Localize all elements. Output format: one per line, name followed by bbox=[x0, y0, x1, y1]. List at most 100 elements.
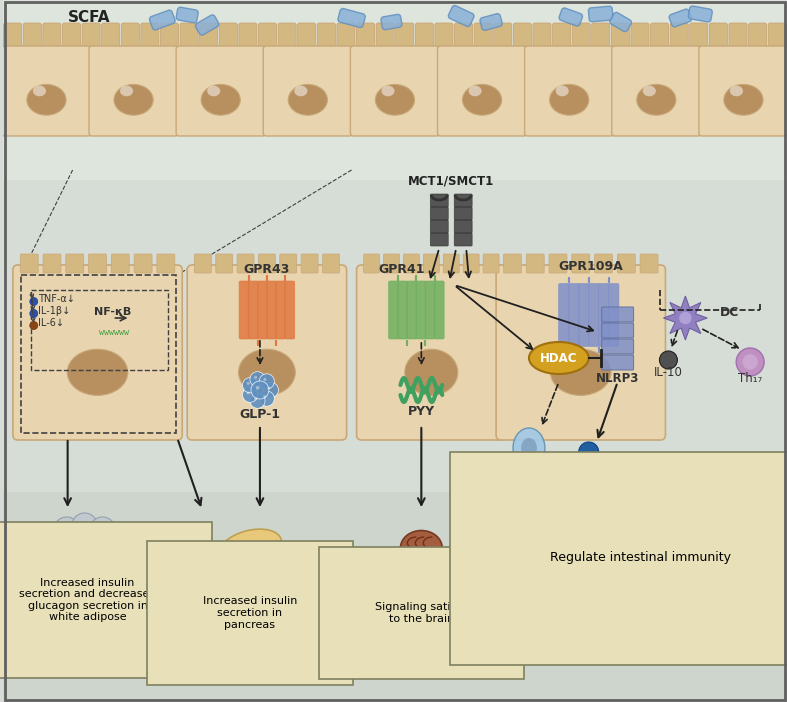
Ellipse shape bbox=[420, 563, 432, 573]
Ellipse shape bbox=[550, 349, 611, 395]
FancyBboxPatch shape bbox=[549, 254, 567, 273]
Text: Increased insulin
secretion and decreased
glucagon secretion in
white adipose: Increased insulin secretion and decrease… bbox=[19, 578, 157, 623]
FancyBboxPatch shape bbox=[611, 46, 701, 136]
FancyBboxPatch shape bbox=[454, 220, 472, 233]
FancyBboxPatch shape bbox=[257, 281, 268, 339]
Circle shape bbox=[64, 535, 90, 561]
Text: SCFA: SCFA bbox=[68, 10, 110, 25]
Circle shape bbox=[259, 391, 275, 406]
Text: IL-18: IL-18 bbox=[575, 459, 603, 472]
Ellipse shape bbox=[556, 86, 569, 96]
FancyBboxPatch shape bbox=[239, 23, 257, 49]
Circle shape bbox=[268, 387, 271, 390]
Ellipse shape bbox=[513, 428, 545, 468]
Circle shape bbox=[57, 548, 83, 574]
FancyBboxPatch shape bbox=[180, 23, 198, 49]
FancyBboxPatch shape bbox=[748, 23, 767, 49]
Ellipse shape bbox=[207, 86, 220, 96]
Ellipse shape bbox=[27, 84, 66, 115]
Ellipse shape bbox=[401, 531, 442, 566]
FancyBboxPatch shape bbox=[552, 23, 571, 49]
FancyBboxPatch shape bbox=[381, 14, 402, 29]
Ellipse shape bbox=[238, 349, 295, 395]
FancyBboxPatch shape bbox=[651, 23, 669, 49]
Text: TNF-α↓: TNF-α↓ bbox=[38, 294, 75, 304]
FancyBboxPatch shape bbox=[729, 23, 747, 49]
FancyBboxPatch shape bbox=[671, 23, 689, 49]
Text: wwwwww: wwwwww bbox=[99, 328, 130, 337]
Text: DC: DC bbox=[720, 306, 740, 319]
Circle shape bbox=[259, 373, 275, 389]
FancyBboxPatch shape bbox=[669, 9, 692, 27]
FancyBboxPatch shape bbox=[194, 254, 212, 273]
FancyBboxPatch shape bbox=[200, 23, 218, 49]
FancyBboxPatch shape bbox=[285, 281, 294, 339]
Ellipse shape bbox=[643, 86, 656, 96]
FancyBboxPatch shape bbox=[533, 23, 551, 49]
FancyBboxPatch shape bbox=[141, 23, 159, 49]
FancyBboxPatch shape bbox=[267, 281, 276, 339]
FancyBboxPatch shape bbox=[82, 23, 100, 49]
FancyBboxPatch shape bbox=[430, 220, 449, 233]
FancyBboxPatch shape bbox=[631, 23, 649, 49]
FancyBboxPatch shape bbox=[594, 254, 612, 273]
Ellipse shape bbox=[288, 84, 327, 115]
FancyBboxPatch shape bbox=[525, 46, 614, 136]
FancyBboxPatch shape bbox=[317, 23, 335, 49]
FancyBboxPatch shape bbox=[430, 194, 449, 207]
FancyBboxPatch shape bbox=[608, 284, 619, 347]
FancyBboxPatch shape bbox=[248, 281, 258, 339]
FancyBboxPatch shape bbox=[572, 254, 589, 273]
FancyBboxPatch shape bbox=[464, 254, 479, 273]
FancyBboxPatch shape bbox=[578, 284, 589, 347]
FancyBboxPatch shape bbox=[337, 23, 355, 49]
FancyBboxPatch shape bbox=[449, 6, 474, 27]
FancyBboxPatch shape bbox=[493, 23, 512, 49]
Circle shape bbox=[250, 371, 265, 387]
FancyBboxPatch shape bbox=[24, 23, 42, 49]
Ellipse shape bbox=[67, 349, 127, 395]
Circle shape bbox=[251, 381, 269, 399]
FancyBboxPatch shape bbox=[610, 13, 631, 32]
FancyBboxPatch shape bbox=[111, 254, 129, 273]
Text: HDAC: HDAC bbox=[540, 352, 578, 364]
FancyBboxPatch shape bbox=[611, 23, 630, 49]
Ellipse shape bbox=[529, 342, 589, 374]
FancyBboxPatch shape bbox=[474, 23, 492, 49]
FancyBboxPatch shape bbox=[237, 254, 254, 273]
FancyBboxPatch shape bbox=[280, 254, 297, 273]
Text: NF-κB: NF-κB bbox=[94, 307, 131, 317]
Text: GLP-1: GLP-1 bbox=[239, 408, 280, 421]
FancyBboxPatch shape bbox=[43, 254, 61, 273]
Circle shape bbox=[736, 348, 764, 376]
Circle shape bbox=[264, 383, 279, 397]
FancyBboxPatch shape bbox=[438, 46, 527, 136]
FancyBboxPatch shape bbox=[376, 23, 394, 49]
FancyBboxPatch shape bbox=[454, 194, 472, 207]
FancyBboxPatch shape bbox=[350, 46, 439, 136]
FancyBboxPatch shape bbox=[430, 207, 449, 220]
Text: GPR109A: GPR109A bbox=[558, 260, 623, 273]
Ellipse shape bbox=[405, 349, 458, 395]
Text: IL-6↓: IL-6↓ bbox=[38, 318, 64, 328]
FancyBboxPatch shape bbox=[357, 23, 375, 49]
Ellipse shape bbox=[33, 86, 46, 96]
Bar bbox=[3, 492, 787, 702]
Text: Signaling satiety
to the brain: Signaling satiety to the brain bbox=[375, 602, 468, 624]
Circle shape bbox=[72, 513, 98, 539]
Ellipse shape bbox=[468, 86, 482, 96]
FancyBboxPatch shape bbox=[150, 10, 176, 30]
Ellipse shape bbox=[201, 84, 240, 115]
Circle shape bbox=[30, 298, 38, 305]
FancyBboxPatch shape bbox=[602, 355, 634, 370]
FancyBboxPatch shape bbox=[404, 254, 419, 273]
FancyBboxPatch shape bbox=[389, 281, 398, 339]
Ellipse shape bbox=[382, 86, 394, 96]
FancyBboxPatch shape bbox=[425, 281, 435, 339]
FancyBboxPatch shape bbox=[187, 265, 346, 440]
FancyBboxPatch shape bbox=[455, 23, 473, 49]
FancyBboxPatch shape bbox=[220, 23, 238, 49]
Text: PYY: PYY bbox=[408, 405, 435, 418]
FancyBboxPatch shape bbox=[568, 284, 579, 347]
Circle shape bbox=[30, 322, 38, 329]
